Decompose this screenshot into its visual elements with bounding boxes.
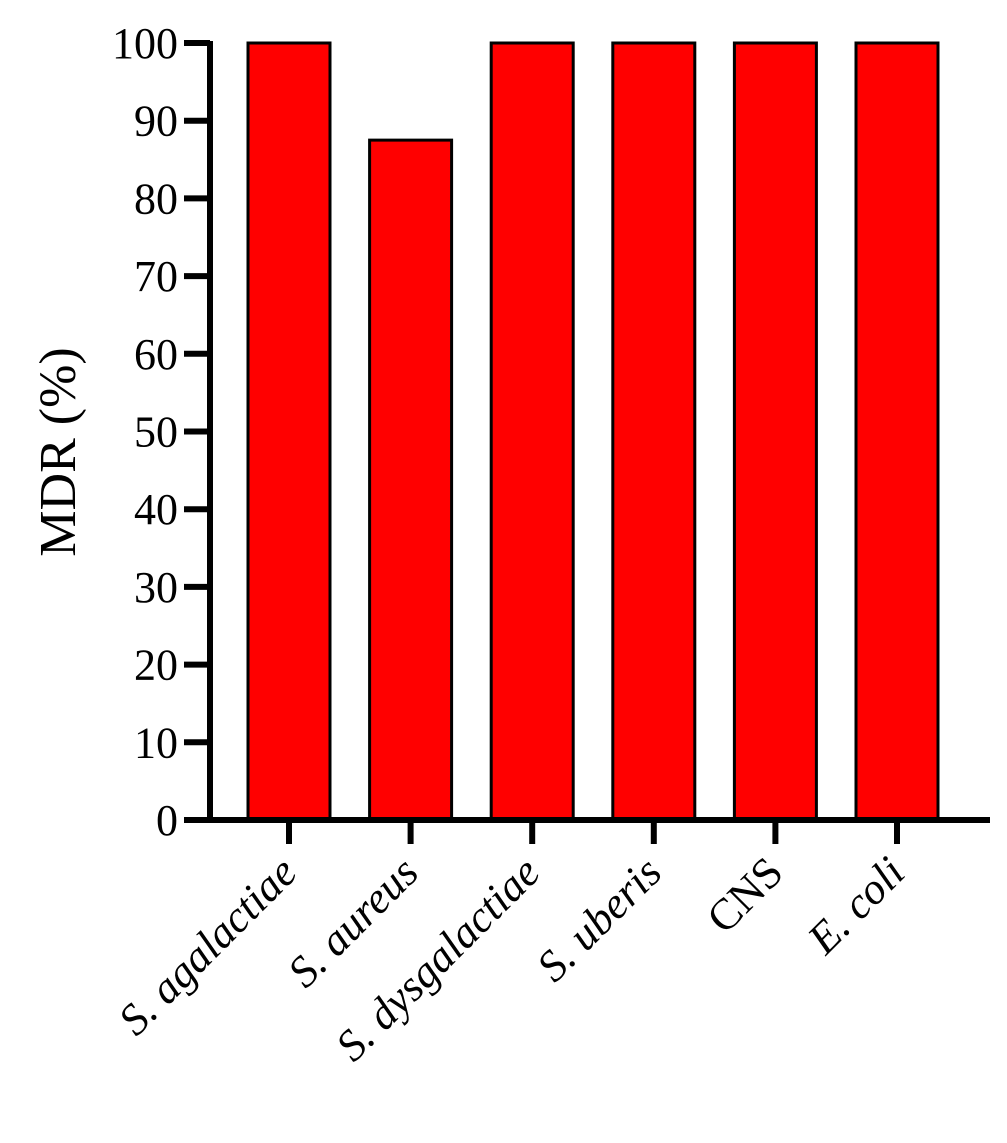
bar-e-coli [854, 41, 940, 822]
y-axis-label: MDR (%) [30, 347, 87, 556]
bar-s-dysgalactiae [489, 41, 575, 822]
y-tick-label: 60 [134, 330, 178, 379]
x-tick-label-cns: CNS [697, 847, 792, 942]
y-axis: 0 10 20 30 40 50 60 70 80 90 100 [112, 19, 213, 845]
y-tick-label: 40 [134, 485, 178, 534]
y-tick-label: 90 [134, 97, 178, 146]
bar-s-agalactiae [246, 41, 332, 822]
y-tick-label: 100 [112, 19, 178, 68]
y-tick-label: 10 [134, 718, 178, 767]
bar-cns [732, 41, 818, 822]
x-tick-label-e-coli: E. coli [797, 847, 914, 964]
y-tick-label: 30 [134, 563, 178, 612]
y-tick-label: 80 [134, 174, 178, 223]
y-tick-label: 20 [134, 641, 178, 690]
x-tick-label-s-agalactiae: S. agalactiae [109, 847, 306, 1044]
x-tick-label-s-uberis: S. uberis [527, 847, 671, 991]
y-tick-label: 70 [134, 252, 178, 301]
y-tick-label: 0 [156, 796, 178, 845]
y-tick-label: 50 [134, 408, 178, 457]
bar-s-uberis [611, 41, 697, 822]
bar-s-aureus [368, 138, 454, 822]
bars-group [246, 41, 940, 822]
